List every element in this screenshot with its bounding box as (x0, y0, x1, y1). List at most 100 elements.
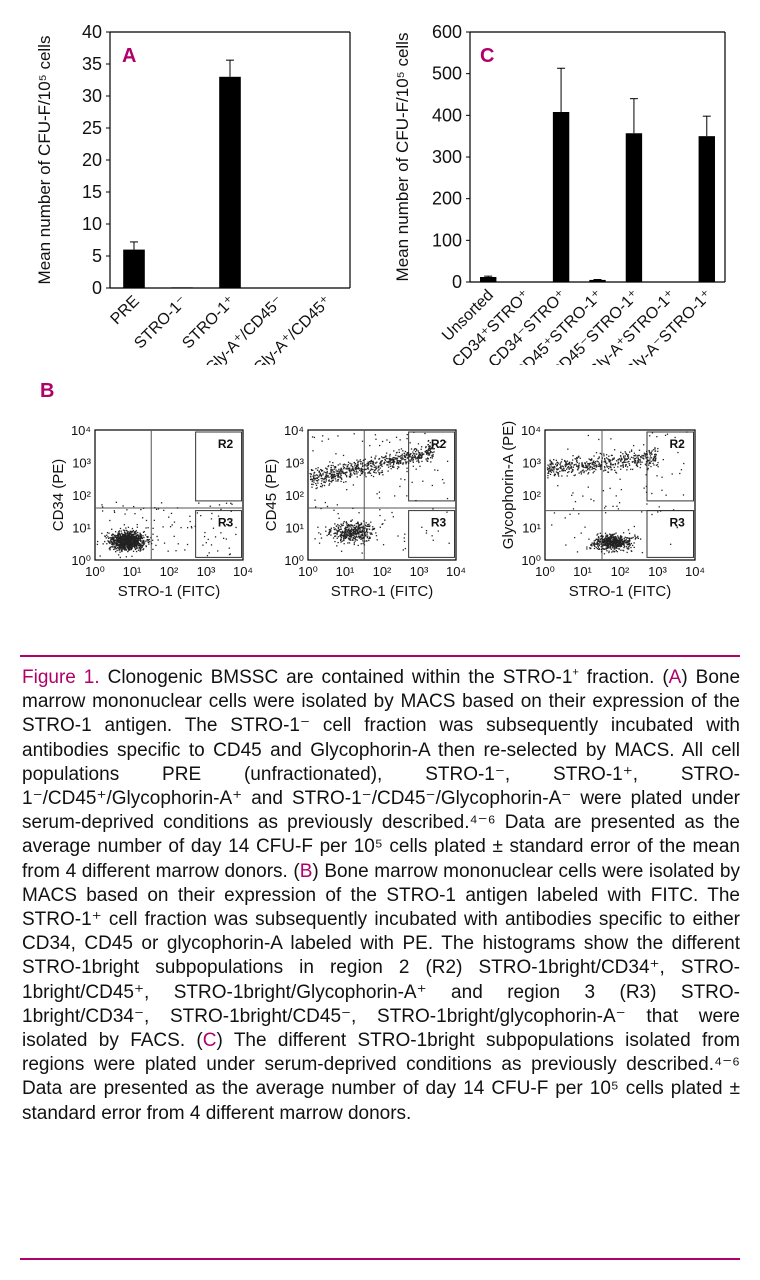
event-dot (614, 464, 617, 466)
event-dot (117, 539, 119, 541)
event-dot (650, 451, 652, 454)
event-dot (360, 535, 362, 537)
event-dot (578, 466, 580, 468)
event-dot (346, 466, 348, 468)
event-dot (609, 536, 611, 538)
event-dot (337, 464, 339, 466)
event-dot (351, 527, 353, 529)
event-dot (650, 453, 653, 455)
event-dot (371, 529, 374, 531)
y-tick-label: 10² (72, 488, 91, 503)
event-dot (596, 539, 598, 541)
event-dot (119, 541, 122, 543)
event-dot (355, 526, 358, 528)
event-dot (617, 535, 619, 537)
event-dot (325, 530, 327, 532)
event-dot (153, 519, 155, 522)
event-dot (415, 457, 417, 459)
event-dot (312, 478, 314, 481)
event-dot (603, 553, 606, 555)
event-dot (625, 537, 628, 539)
event-dot (354, 531, 357, 534)
event-dot (647, 456, 649, 459)
event-dot (402, 462, 405, 464)
event-dot (345, 475, 348, 477)
event-dot (345, 526, 347, 528)
event-dot (109, 542, 111, 545)
event-dot (128, 548, 130, 550)
event-dot (644, 453, 647, 455)
event-dot (588, 462, 591, 465)
event-dot (598, 438, 600, 441)
event-dot (130, 541, 133, 543)
event-dot (657, 461, 659, 464)
event-dot (378, 473, 381, 476)
event-dot (650, 457, 653, 459)
event-dot (591, 545, 593, 547)
event-dot (352, 529, 354, 531)
event-dot (116, 547, 118, 549)
event-dot (651, 450, 653, 452)
event-dot (101, 510, 104, 512)
event-dot (646, 450, 648, 453)
event-dot (584, 466, 587, 469)
event-dot (357, 463, 359, 465)
event-dot (120, 530, 122, 532)
event-dot (228, 547, 230, 549)
event-dot (622, 464, 624, 467)
event-dot (113, 510, 115, 512)
event-dot (595, 546, 597, 549)
event-dot (336, 504, 339, 506)
event-dot (366, 533, 368, 535)
event-dot (123, 524, 126, 526)
event-dot (662, 458, 664, 461)
event-dot (337, 536, 339, 538)
event-dot (315, 474, 317, 476)
event-dot (403, 537, 405, 539)
event-dot (636, 460, 639, 462)
event-dot (392, 466, 394, 468)
event-dot (121, 540, 124, 542)
event-dot (140, 545, 142, 548)
event-dot (587, 463, 590, 465)
event-dot (370, 462, 372, 464)
event-dot (336, 532, 338, 534)
event-dot (231, 503, 233, 505)
event-dot (350, 472, 352, 474)
event-dot (397, 455, 399, 457)
event-dot (587, 434, 590, 437)
event-dot (124, 535, 126, 537)
event-dot (375, 468, 377, 470)
event-dot (600, 538, 602, 540)
event-dot (356, 529, 358, 531)
event-dot (406, 454, 408, 457)
event-dot (629, 543, 631, 545)
event-dot (643, 452, 646, 454)
event-dot (602, 547, 604, 550)
event-dot (578, 464, 580, 467)
event-dot (646, 453, 648, 455)
event-dot (330, 529, 332, 531)
event-dot (138, 542, 140, 545)
event-dot (335, 469, 337, 471)
event-dot (124, 540, 127, 542)
event-dot (347, 524, 349, 526)
event-dot (355, 522, 357, 525)
event-dot (580, 532, 582, 534)
event-dot (133, 531, 136, 533)
event-dot (597, 465, 599, 467)
event-dot (421, 453, 423, 455)
event-dot (620, 536, 622, 538)
event-dot (429, 441, 431, 444)
event-dot (141, 537, 143, 539)
event-dot (623, 537, 625, 540)
caption-panel-b: B (299, 860, 313, 882)
event-dot (317, 526, 319, 528)
event-dot (357, 532, 359, 534)
event-dot (328, 476, 330, 478)
event-dot (396, 462, 398, 464)
event-dot (646, 452, 648, 455)
y-tick-label: 10 (82, 214, 102, 234)
event-dot (603, 461, 605, 463)
x-tick-label: 10² (160, 564, 179, 579)
